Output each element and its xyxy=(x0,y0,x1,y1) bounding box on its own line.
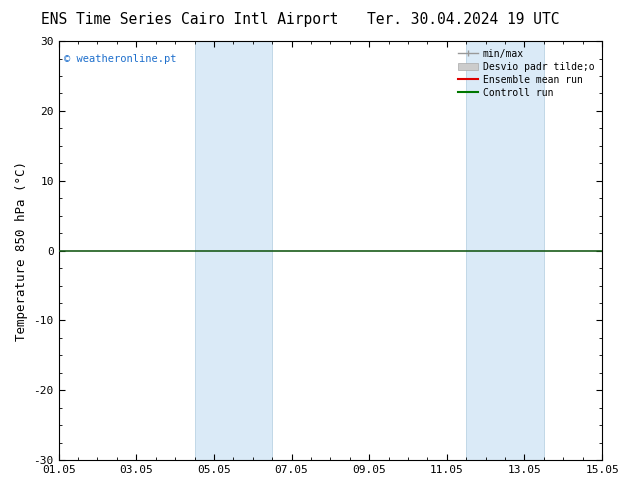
Text: © weatheronline.pt: © weatheronline.pt xyxy=(64,53,177,64)
Bar xyxy=(466,41,544,460)
Y-axis label: Temperature 850 hPa (°C): Temperature 850 hPa (°C) xyxy=(15,161,28,341)
Text: Ter. 30.04.2024 19 UTC: Ter. 30.04.2024 19 UTC xyxy=(366,12,559,27)
Bar xyxy=(195,41,272,460)
Text: ENS Time Series Cairo Intl Airport: ENS Time Series Cairo Intl Airport xyxy=(41,12,339,27)
Legend: min/max, Desvio padr tilde;o, Ensemble mean run, Controll run: min/max, Desvio padr tilde;o, Ensemble m… xyxy=(455,46,597,100)
